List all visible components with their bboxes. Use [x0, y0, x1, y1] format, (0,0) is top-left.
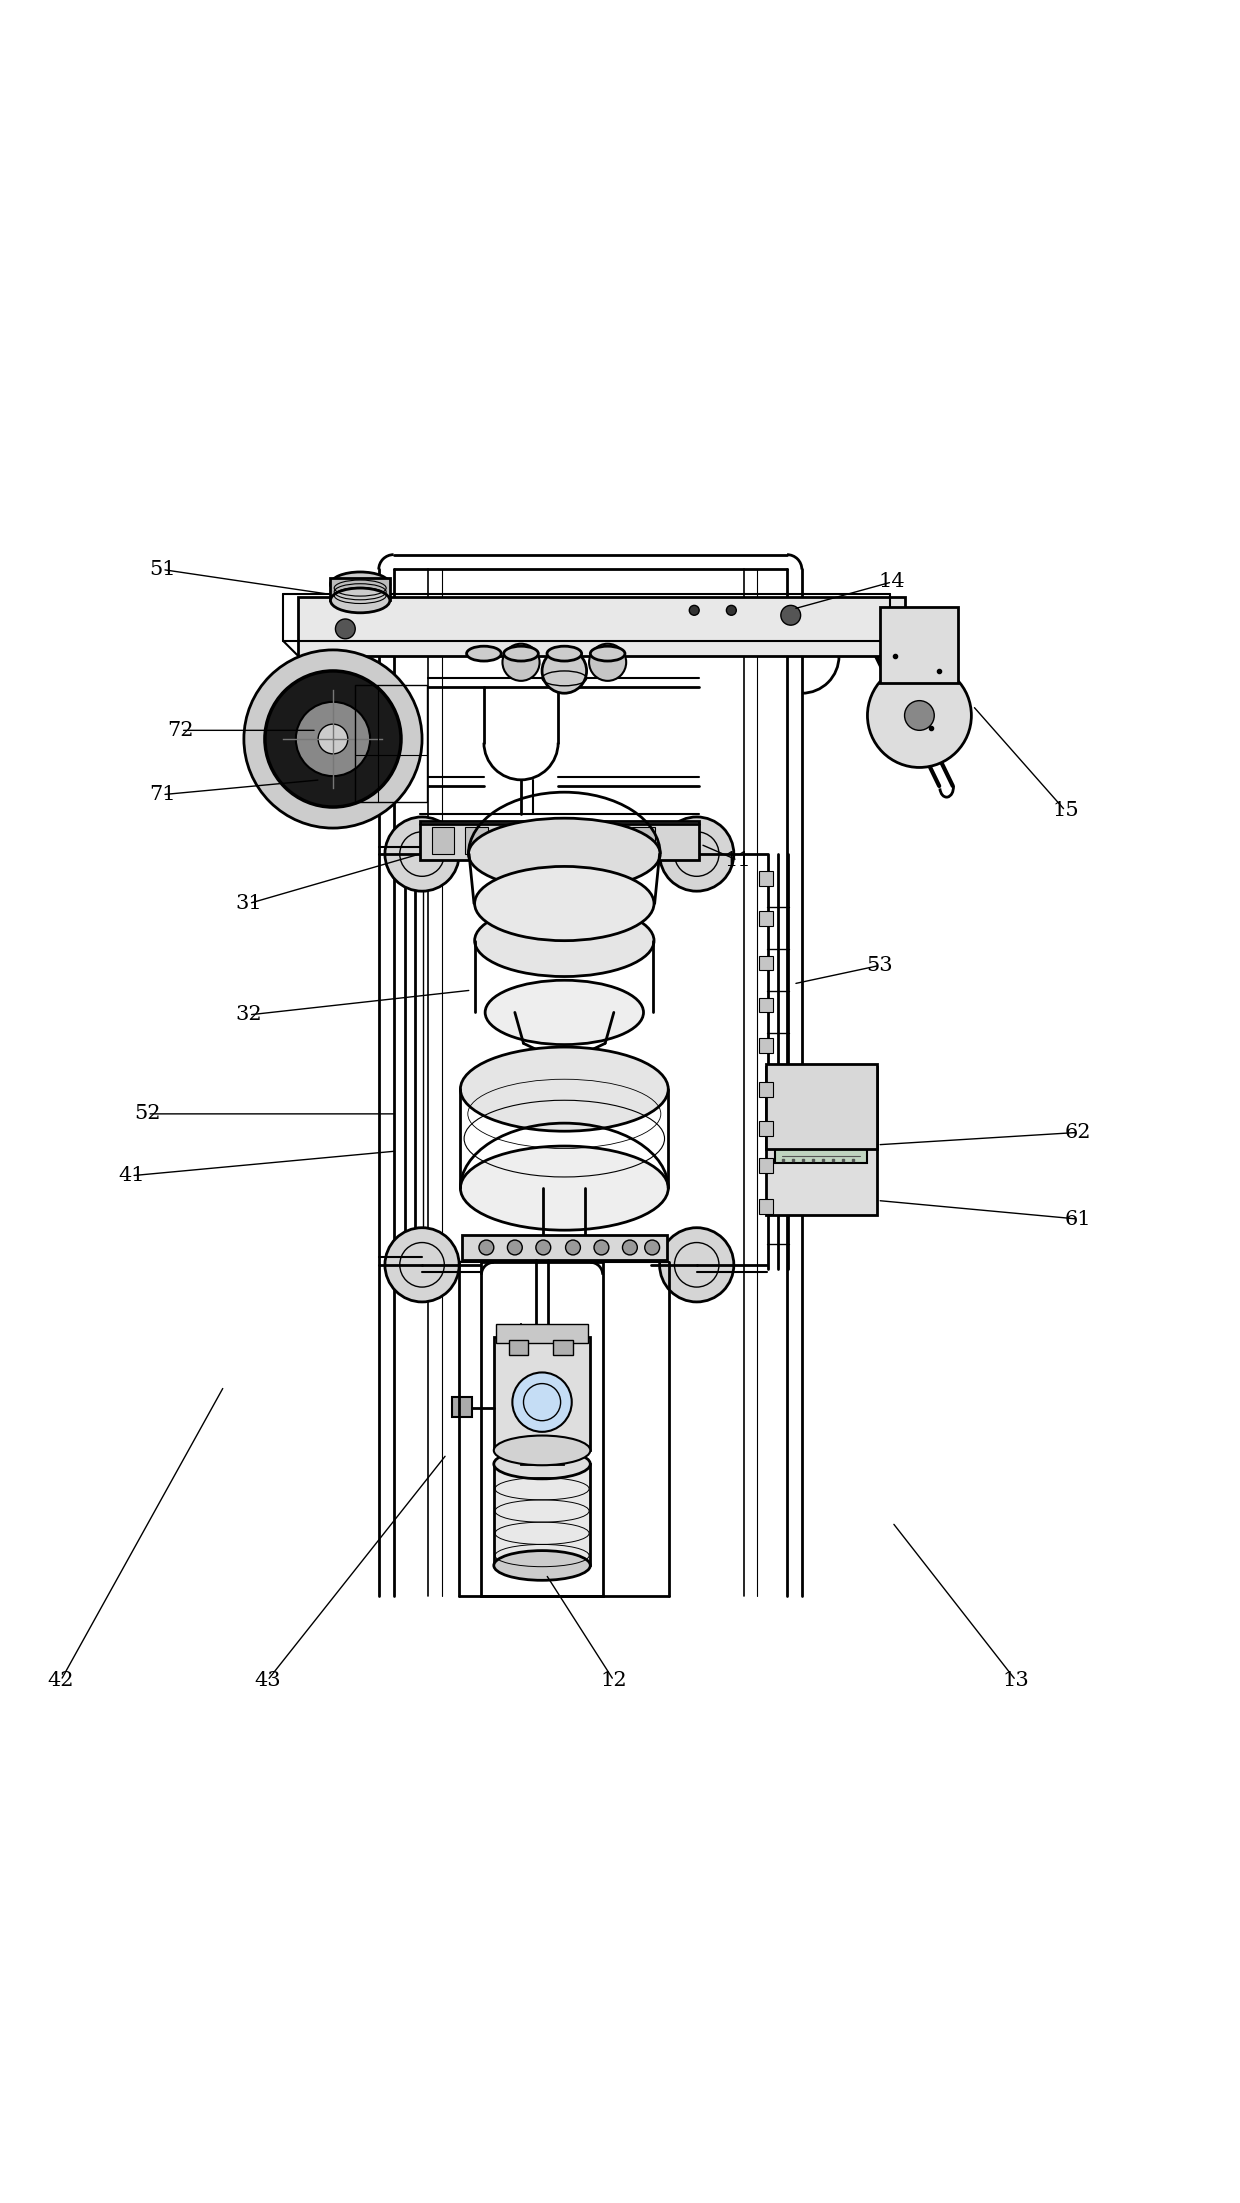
Circle shape [537, 1434, 547, 1443]
Circle shape [868, 663, 971, 767]
Bar [880, 606, 957, 683]
Bar [500, 826, 522, 855]
Ellipse shape [475, 905, 653, 976]
Circle shape [660, 1227, 734, 1302]
Bar [533, 826, 556, 855]
Circle shape [244, 650, 422, 828]
Bar [759, 1159, 774, 1174]
Text: 72: 72 [167, 720, 193, 740]
Bar [759, 1198, 774, 1214]
Text: 62: 62 [1064, 1124, 1091, 1141]
Bar [759, 998, 774, 1013]
Ellipse shape [469, 817, 660, 890]
Text: 42: 42 [47, 1672, 74, 1690]
Text: 52: 52 [134, 1104, 161, 1124]
Ellipse shape [521, 1436, 563, 1452]
Circle shape [502, 643, 539, 681]
Bar [766, 1064, 878, 1148]
Text: 41: 41 [118, 1165, 145, 1185]
Circle shape [512, 1372, 572, 1432]
Bar [775, 1093, 868, 1163]
Bar [355, 685, 427, 802]
Ellipse shape [494, 1436, 590, 1465]
Circle shape [589, 643, 626, 681]
Bar [759, 1082, 774, 1097]
Circle shape [727, 606, 737, 615]
Bar [632, 826, 655, 855]
Bar [759, 872, 774, 886]
Bar [331, 577, 389, 601]
Ellipse shape [475, 866, 653, 941]
Bar [451, 1397, 471, 1417]
Ellipse shape [538, 1049, 590, 1068]
Circle shape [507, 1240, 522, 1256]
Circle shape [622, 1240, 637, 1256]
Ellipse shape [460, 1146, 668, 1229]
Circle shape [542, 648, 587, 694]
Ellipse shape [460, 1046, 668, 1130]
Circle shape [296, 703, 370, 775]
Bar [494, 1337, 590, 1450]
Text: 71: 71 [149, 784, 176, 804]
Text: 11: 11 [724, 850, 751, 870]
Text: 13: 13 [1002, 1672, 1029, 1690]
Circle shape [384, 817, 459, 892]
Text: 31: 31 [236, 894, 262, 912]
Ellipse shape [485, 980, 644, 1044]
Circle shape [689, 606, 699, 615]
Circle shape [336, 619, 355, 639]
Text: 15: 15 [1052, 802, 1079, 820]
Circle shape [565, 1240, 580, 1256]
Circle shape [594, 1240, 609, 1256]
Ellipse shape [331, 588, 389, 612]
Bar [299, 597, 904, 656]
Circle shape [384, 1227, 459, 1302]
Bar [766, 1066, 878, 1216]
Text: 61: 61 [1064, 1209, 1091, 1229]
Bar [759, 956, 774, 969]
Text: 43: 43 [254, 1672, 280, 1690]
Bar [461, 1236, 667, 1260]
Bar [553, 1339, 573, 1355]
Circle shape [904, 701, 934, 731]
Circle shape [319, 725, 347, 753]
Circle shape [781, 606, 801, 626]
Bar [543, 1055, 585, 1082]
Bar [521, 1445, 563, 1465]
Bar [481, 1262, 603, 1597]
Bar [759, 1038, 774, 1053]
Bar [496, 1324, 588, 1344]
Bar [432, 826, 454, 855]
Ellipse shape [547, 645, 582, 661]
Ellipse shape [331, 573, 389, 597]
Text: 12: 12 [600, 1672, 627, 1690]
Circle shape [536, 1240, 551, 1256]
Text: 14: 14 [879, 573, 905, 590]
Bar [759, 912, 774, 925]
Ellipse shape [542, 1238, 587, 1256]
Circle shape [265, 672, 401, 806]
Bar [494, 1465, 590, 1566]
Ellipse shape [590, 645, 625, 661]
Bar [465, 826, 487, 855]
Bar [759, 1121, 774, 1137]
Text: 53: 53 [867, 956, 893, 976]
Text: 32: 32 [236, 1005, 262, 1024]
Ellipse shape [466, 645, 501, 661]
Ellipse shape [494, 1551, 590, 1580]
Circle shape [645, 1240, 660, 1256]
Bar [546, 1079, 583, 1104]
Ellipse shape [503, 645, 538, 661]
Ellipse shape [494, 1450, 590, 1478]
Bar [601, 826, 624, 855]
Circle shape [479, 1240, 494, 1256]
Bar [419, 822, 699, 859]
Bar [508, 1339, 528, 1355]
Circle shape [660, 817, 734, 892]
Text: 51: 51 [149, 560, 176, 579]
Bar [568, 826, 590, 855]
